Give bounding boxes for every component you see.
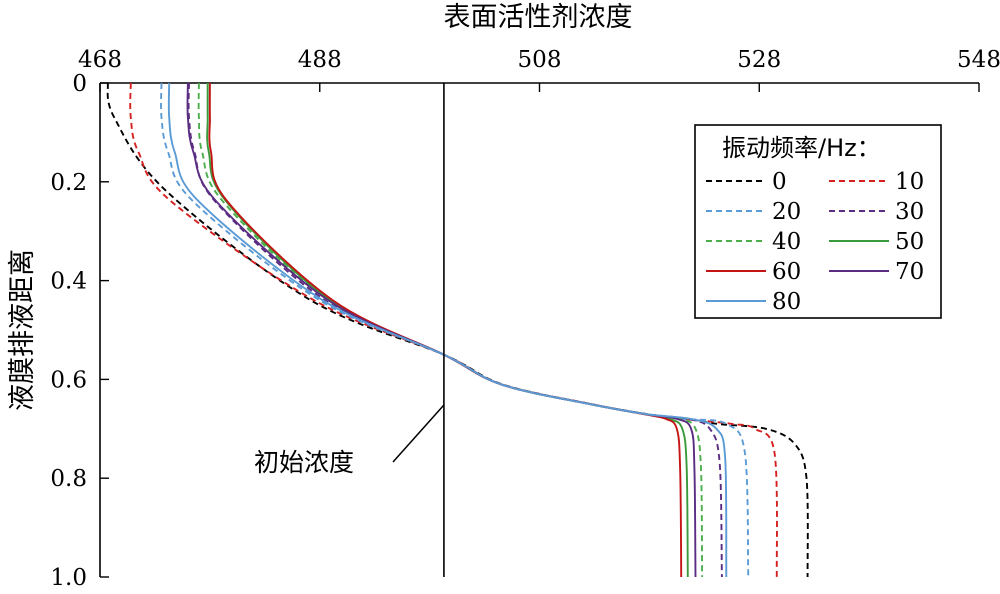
initial-concentration-label: 初始浓度 xyxy=(254,448,354,477)
series-line-50 xyxy=(206,82,689,578)
legend-box xyxy=(694,124,942,319)
y-axis-title: 液膜排液距离 xyxy=(7,249,38,411)
series-line-60 xyxy=(208,82,683,578)
legend-label-40: 40 xyxy=(772,229,801,255)
axes: 468 488 508 528 548 0 0.2 0.4 0.6 0.8 1.0 xyxy=(50,47,1000,591)
y-tick-label: 0.2 xyxy=(50,170,87,196)
legend-label-0: 0 xyxy=(772,169,787,195)
y-tick-label: 0 xyxy=(72,71,87,97)
initial-concentration: 初始浓度 xyxy=(254,83,445,577)
y-tick-label: 0.6 xyxy=(50,367,87,393)
x-tick-label: 508 xyxy=(518,47,562,73)
x-tick-label: 528 xyxy=(737,47,781,73)
series-line-20 xyxy=(160,82,750,578)
legend-label-50: 50 xyxy=(895,229,924,255)
x-tick-label: 468 xyxy=(78,47,122,73)
x-tick-label: 548 xyxy=(957,47,1000,73)
legend-title: 振动频率/Hz： xyxy=(722,134,881,162)
y-tick-label: 0.4 xyxy=(50,269,87,295)
y-tick-label: 0.8 xyxy=(50,466,87,492)
series-line-80 xyxy=(167,82,728,578)
legend-label-30: 30 xyxy=(895,199,924,225)
series-layer xyxy=(106,82,809,578)
y-tick-label: 1.0 xyxy=(50,565,87,591)
initial-concentration-leader xyxy=(392,404,445,463)
legend-label-10: 10 xyxy=(895,169,924,195)
legend-label-70: 70 xyxy=(895,259,924,285)
x-tick-label: 488 xyxy=(298,47,342,73)
legend-label-60: 60 xyxy=(772,259,801,285)
series-line-30 xyxy=(187,82,723,578)
x-axis-title: 表面活性剂浓度 xyxy=(444,2,633,33)
legend-label-20: 20 xyxy=(772,199,801,225)
legend: 振动频率/Hz： 0 10 20 30 40 50 60 70 80 xyxy=(694,124,942,319)
legend-label-80: 80 xyxy=(772,289,801,315)
series-line-70 xyxy=(186,82,697,578)
series-line-40 xyxy=(197,82,704,578)
